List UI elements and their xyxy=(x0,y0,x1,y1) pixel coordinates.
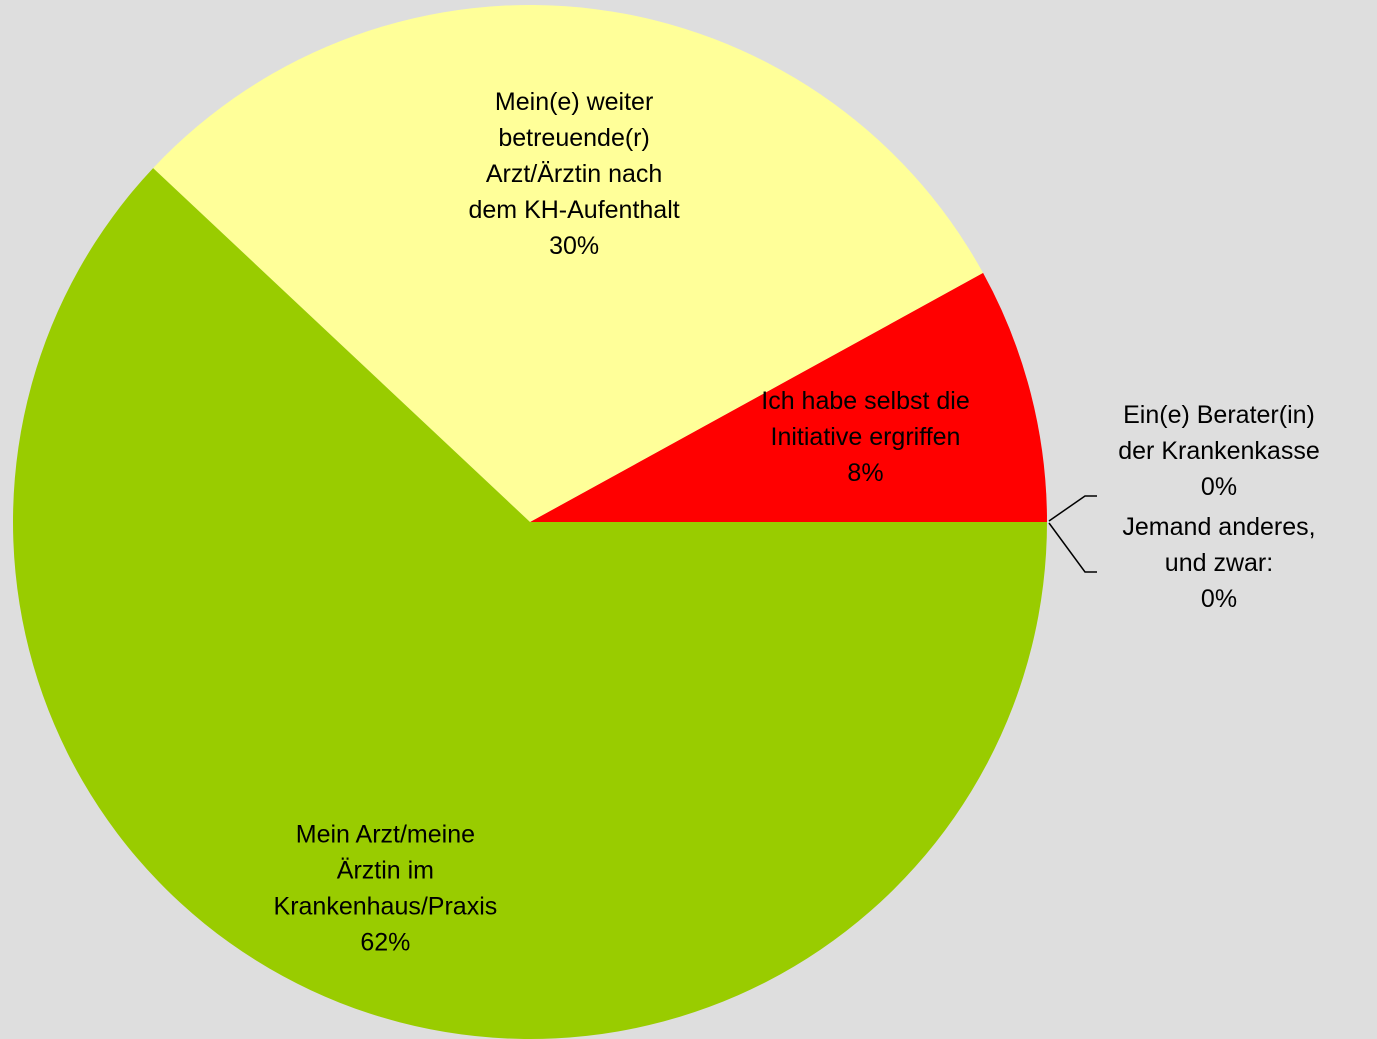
leader-lines-layer xyxy=(1048,495,1097,573)
slice-mein-e-weiter xyxy=(153,4,984,523)
slice-label-line: und zwar: xyxy=(1165,549,1273,577)
slice-label-line: der Krankenkasse xyxy=(1118,437,1320,465)
slice-value-label: 0% xyxy=(1201,473,1237,501)
slice-label-mein-arzt-meine: Mein Arzt/meine Ärztin im Krankenhaus/Prax… xyxy=(274,820,498,956)
slice-value-label: 62% xyxy=(360,928,410,956)
slice-label-line: Ärztin im xyxy=(337,856,434,884)
slice-label-line: Ein(e) Berater(in) xyxy=(1123,401,1315,429)
slice-label-line: Krankenhaus/Praxis xyxy=(274,892,498,920)
slice-label-ein-e-berater-in: Ein(e) Berater(in) der Krankenkasse 0% xyxy=(1118,401,1320,501)
slices-layer xyxy=(13,4,1048,1039)
slice-value-label: 8% xyxy=(847,459,883,487)
slice-label-line: Ich habe selbst die xyxy=(761,387,969,415)
leader-line-ein-e-berater-in xyxy=(1048,495,1097,522)
slice-value-label: 0% xyxy=(1201,585,1237,613)
slice-label-line: Arzt/Ärztin nach xyxy=(486,160,662,188)
slice-label-line: Jemand anderes, xyxy=(1122,513,1315,541)
slice-mein-arzt-meine xyxy=(13,168,1048,1039)
slice-label-mein-e-weiter: Mein(e) weiter betreuende(r) Arzt/Ärztin n… xyxy=(468,88,679,260)
slice-label-line: Mein Arzt/meine xyxy=(296,820,475,848)
slice-label-ich-habe-selbst-die: Ich habe selbst die Initiative ergriffen 8… xyxy=(761,387,969,487)
leader-line-jemand-anderes xyxy=(1048,522,1097,573)
slice-label-line: Initiative ergriffen xyxy=(771,423,961,451)
slice-ich-habe-selbst-die xyxy=(530,272,1047,522)
slice-label-line: Mein(e) weiter xyxy=(495,88,653,116)
slice-label-line: dem KH-Aufenthalt xyxy=(468,196,679,224)
labels-layer: Ein(e) Berater(in) der Krankenkasse 0%Jema… xyxy=(274,88,1320,956)
slice-label-jemand-anderes: Jemand anderes, und zwar: 0% xyxy=(1122,513,1315,613)
slice-label-line: betreuende(r) xyxy=(498,124,649,152)
slice-value-label: 30% xyxy=(549,232,599,260)
